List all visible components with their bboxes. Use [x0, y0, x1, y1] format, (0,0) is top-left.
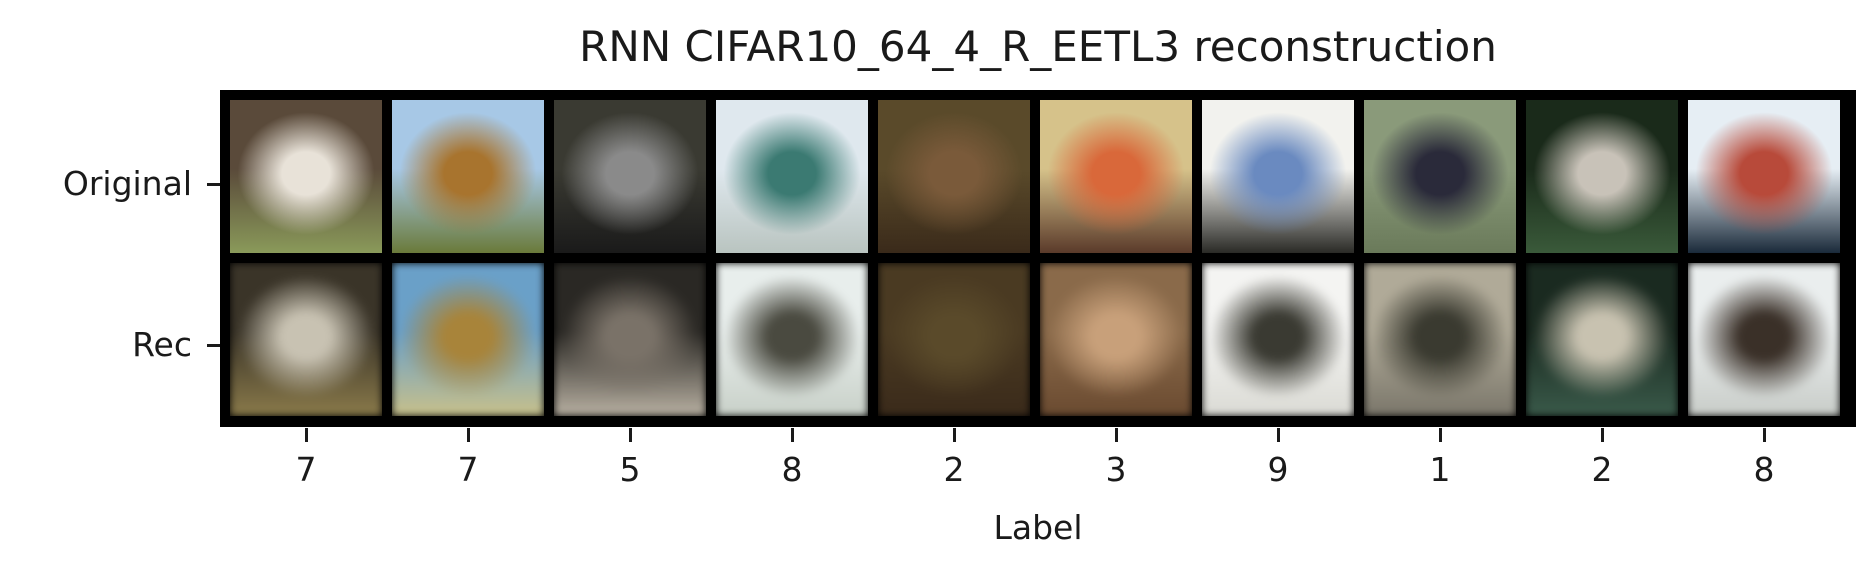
rec-image-5 — [878, 263, 1030, 416]
xtick — [466, 428, 470, 442]
rec-image-6 — [1040, 263, 1192, 416]
xtick-label: 2 — [1591, 450, 1613, 489]
original-image-6 — [1040, 100, 1192, 253]
original-image-4 — [716, 100, 868, 253]
original-image-10 — [1688, 100, 1840, 253]
rec-image-1 — [230, 263, 382, 416]
xtick-label: 3 — [1105, 450, 1127, 489]
rec-image-7 — [1202, 263, 1354, 416]
row-label-rec: Rec — [132, 325, 192, 364]
rec-image-9 — [1526, 263, 1678, 416]
xtick — [628, 428, 632, 442]
ytick-rec — [207, 344, 222, 347]
xtick — [790, 428, 794, 442]
original-image-5 — [878, 100, 1030, 253]
xtick-label: 7 — [295, 450, 317, 489]
original-image-3 — [554, 100, 706, 253]
image-grid — [220, 90, 1856, 427]
ytick-original — [207, 183, 222, 186]
xtick-label: 7 — [457, 450, 479, 489]
rec-image-3 — [554, 263, 706, 416]
xtick-label: 8 — [781, 450, 803, 489]
xtick-label: 2 — [943, 450, 965, 489]
rec-image-8 — [1364, 263, 1516, 416]
xtick-label: 8 — [1753, 450, 1775, 489]
original-image-7 — [1202, 100, 1354, 253]
row-label-original: Original — [62, 164, 192, 203]
xtick — [304, 428, 308, 442]
xtick — [1276, 428, 1280, 442]
xtick — [1762, 428, 1766, 442]
original-image-9 — [1526, 100, 1678, 253]
figure-title: RNN CIFAR10_64_4_R_EETL3 reconstruction — [579, 22, 1497, 71]
x-axis-title: Label — [993, 508, 1083, 547]
xtick — [1600, 428, 1604, 442]
xtick-label: 9 — [1267, 450, 1289, 489]
original-image-2 — [392, 100, 544, 253]
rec-image-10 — [1688, 263, 1840, 416]
xtick-label: 5 — [619, 450, 641, 489]
original-image-1 — [230, 100, 382, 253]
xtick-label: 1 — [1429, 450, 1451, 489]
rec-image-4 — [716, 263, 868, 416]
original-image-8 — [1364, 100, 1516, 253]
rec-image-2 — [392, 263, 544, 416]
xtick — [952, 428, 956, 442]
xtick — [1114, 428, 1118, 442]
xtick — [1438, 428, 1442, 442]
